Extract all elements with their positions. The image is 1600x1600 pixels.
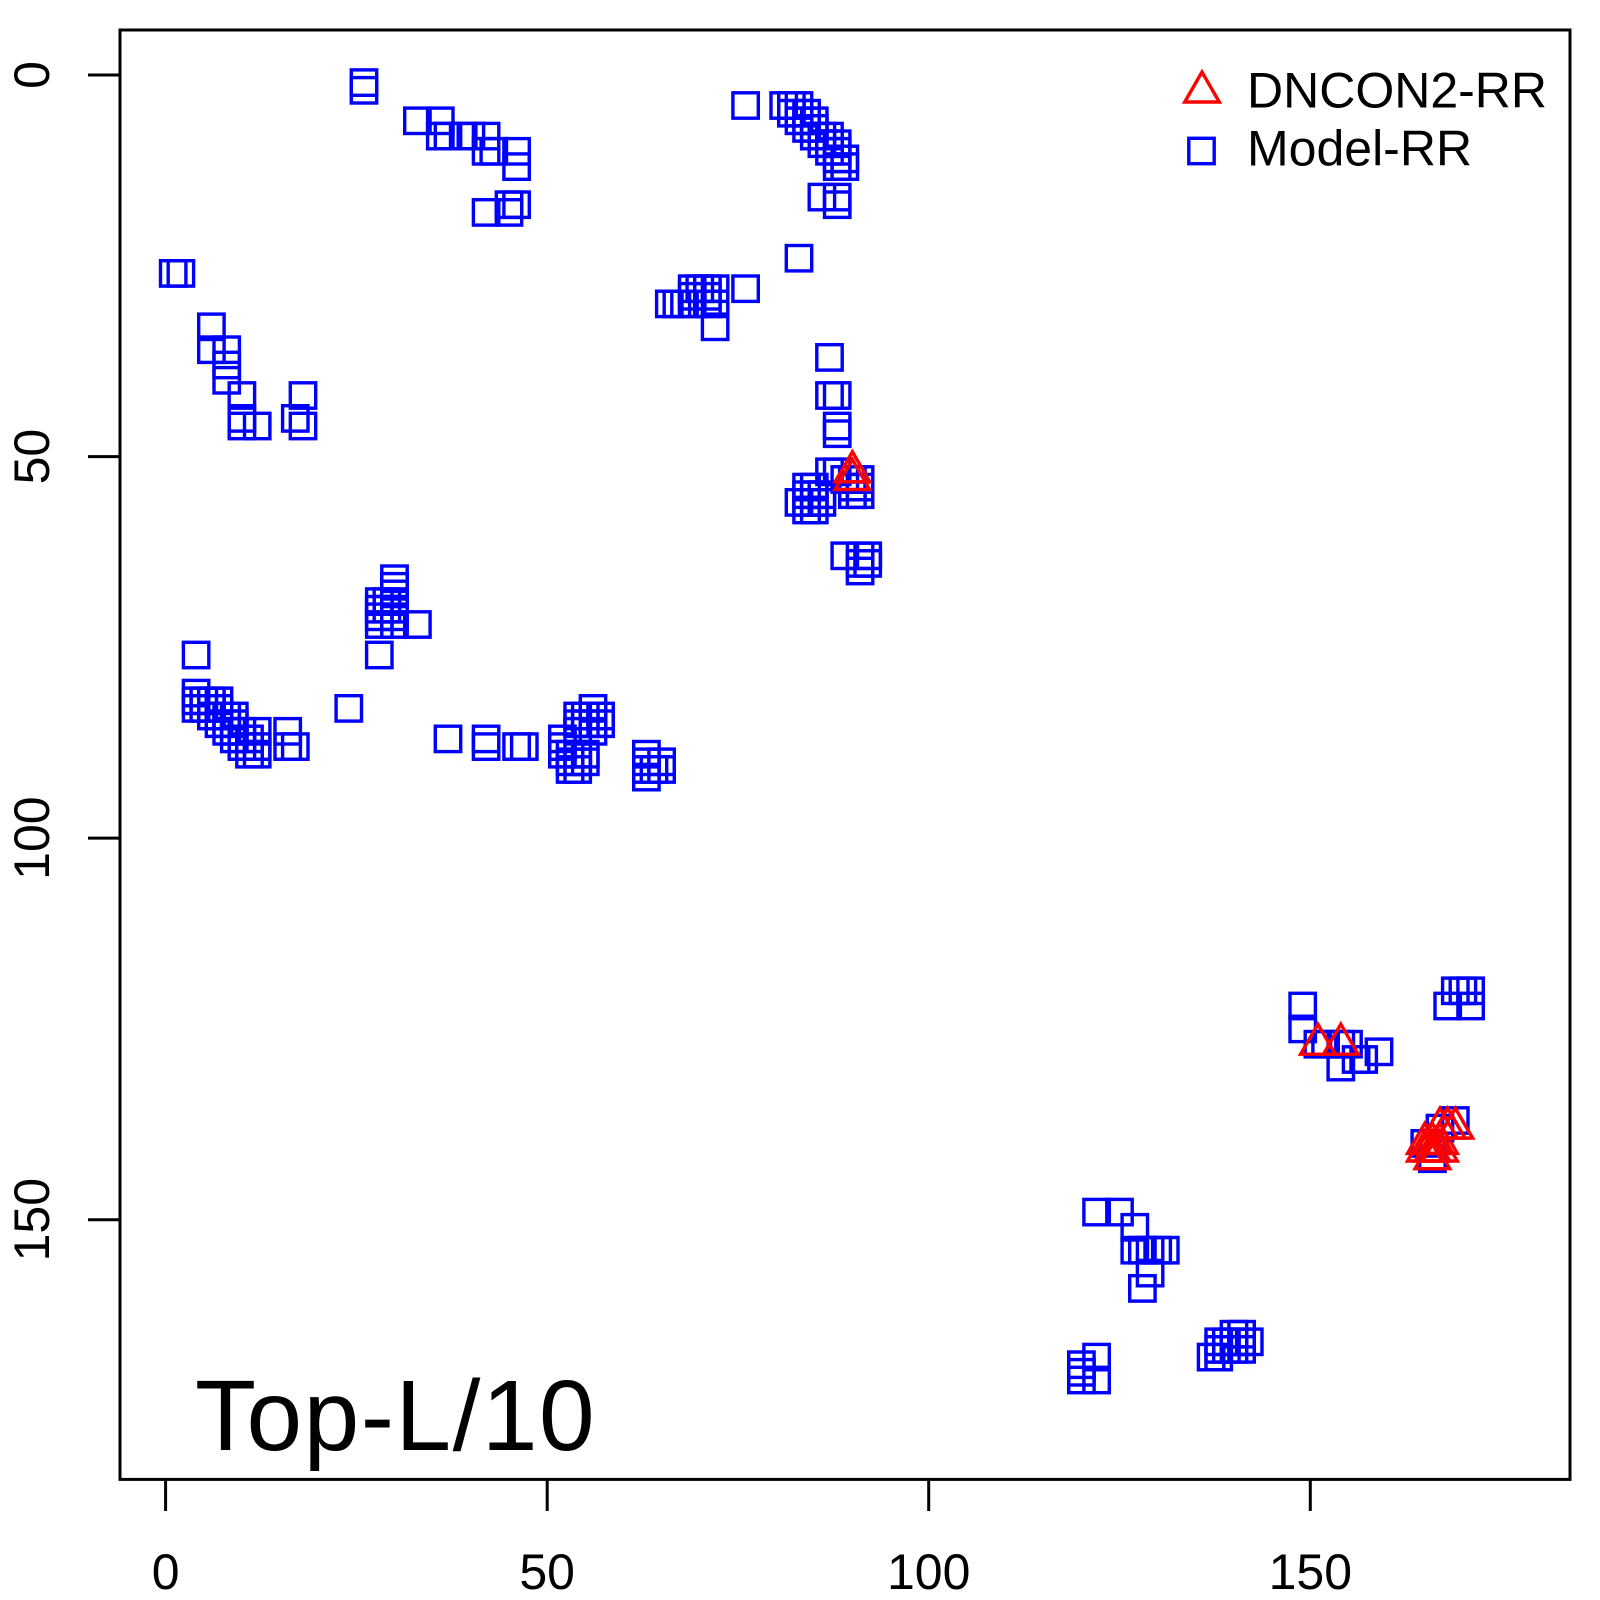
svg-text:DNCON2-RR: DNCON2-RR	[1247, 63, 1547, 119]
svg-text:100: 100	[887, 1544, 970, 1600]
svg-text:150: 150	[1269, 1544, 1352, 1600]
svg-text:150: 150	[4, 1178, 60, 1261]
svg-text:50: 50	[519, 1544, 575, 1600]
svg-text:Top-L/10: Top-L/10	[195, 1360, 596, 1472]
svg-text:100: 100	[4, 796, 60, 879]
svg-text:50: 50	[4, 429, 60, 485]
svg-text:0: 0	[4, 61, 60, 89]
svg-text:Model-RR: Model-RR	[1247, 120, 1472, 176]
svg-text:0: 0	[152, 1544, 180, 1600]
